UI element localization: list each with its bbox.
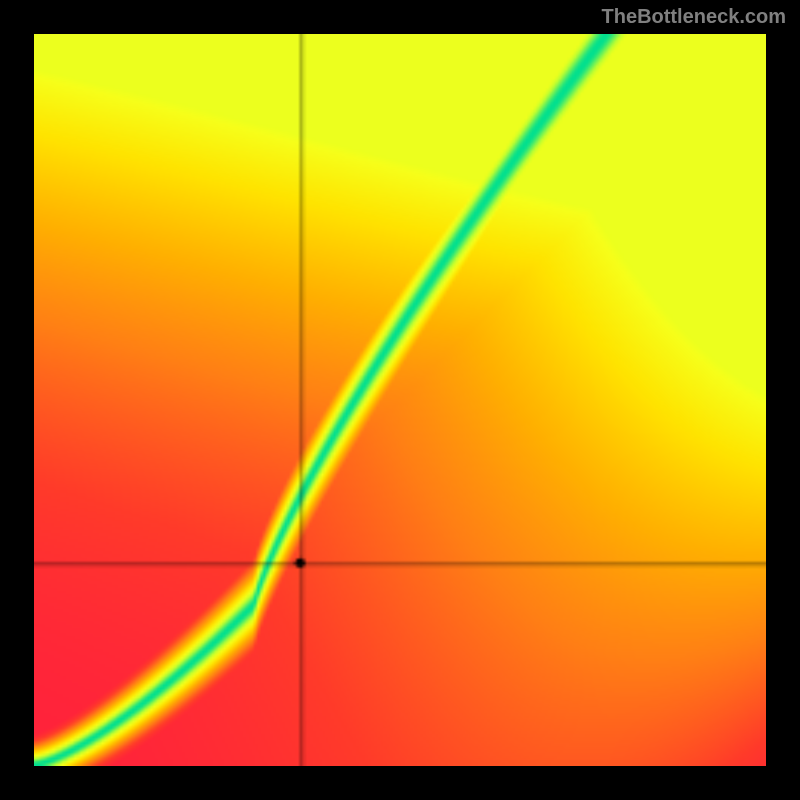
heatmap-canvas [34,34,766,766]
watermark-label: TheBottleneck.com [602,6,786,29]
